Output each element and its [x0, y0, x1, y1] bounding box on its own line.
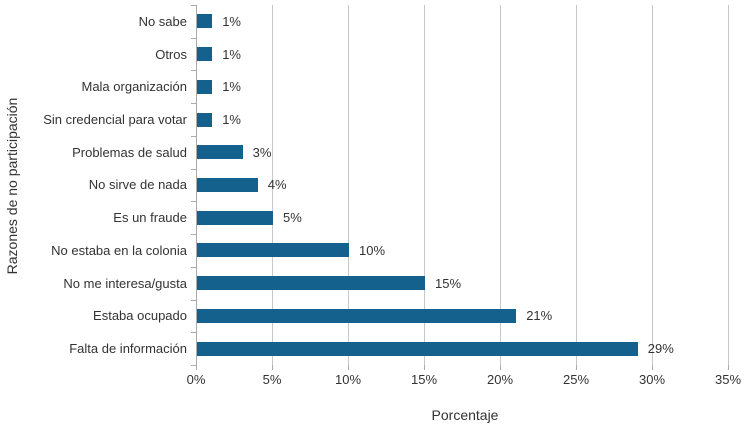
- y-axis-tick: [191, 5, 196, 6]
- bar-value-label: 4%: [267, 177, 287, 193]
- bar-value-label: 5%: [283, 210, 302, 226]
- y-axis-line: [196, 5, 197, 365]
- bar-value-label: 3%: [252, 144, 272, 160]
- y-axis-tick: [191, 37, 196, 39]
- gridline-x-5: [272, 5, 273, 365]
- category-label: Mala organización: [81, 79, 187, 95]
- bar-value-label: 15%: [435, 275, 462, 291]
- category-label: No sabe: [138, 13, 187, 29]
- category-label: Es un fraude: [113, 210, 187, 226]
- x-tick-label: 30%: [638, 372, 666, 387]
- bar: [197, 210, 273, 225]
- x-tick-label: 25%: [562, 372, 590, 387]
- x-axis-tick: [348, 365, 349, 370]
- y-axis-tick: [191, 70, 196, 72]
- x-axis-tick: [424, 365, 425, 370]
- y-axis-tick: [191, 299, 196, 301]
- bar: [197, 178, 258, 192]
- bar: [197, 145, 243, 160]
- bar: [197, 308, 517, 323]
- bar: [197, 243, 349, 258]
- category-label: Problemas de salud: [72, 144, 187, 160]
- x-axis-tick: [196, 365, 197, 370]
- bar: [197, 112, 213, 127]
- x-axis-tick: [652, 365, 653, 370]
- gridline-x-15: [424, 5, 425, 365]
- category-label: Falta de información: [69, 341, 187, 357]
- x-tick-label: 20%: [486, 372, 514, 387]
- y-axis-tick: [191, 201, 196, 203]
- y-axis-tick: [191, 234, 196, 236]
- bar: [197, 14, 213, 29]
- x-tick-label: 15%: [410, 372, 438, 387]
- bar-value-label: 1%: [222, 13, 241, 29]
- y-axis-tick: [191, 103, 196, 105]
- y-axis-tick: [191, 168, 196, 170]
- bar: [197, 47, 213, 62]
- category-label: No estaba en la colonia: [51, 242, 187, 258]
- x-axis-tick: [728, 365, 729, 370]
- bar: [197, 341, 638, 356]
- bar: [197, 276, 425, 291]
- x-tick-label: 5%: [262, 372, 282, 387]
- category-label: No me interesa/gusta: [63, 275, 187, 291]
- bar-value-label: 21%: [526, 308, 553, 324]
- bar-value-label: 10%: [359, 242, 386, 258]
- bar-value-label: 1%: [222, 46, 241, 62]
- category-label: Otros: [155, 46, 187, 62]
- bar: [197, 79, 213, 94]
- gridline-x-10: [348, 5, 349, 365]
- gridline-x-20: [500, 5, 501, 365]
- x-axis-title: Porcentaje: [431, 407, 499, 423]
- gridline-x-35: [728, 5, 729, 365]
- gridline-x-30: [652, 5, 653, 365]
- y-axis-tick: [191, 266, 196, 268]
- x-tick-label: 35%: [714, 372, 742, 387]
- gridline-x-25: [576, 5, 577, 365]
- x-axis-tick: [272, 365, 273, 370]
- category-label: Sin credencial para votar: [43, 112, 187, 128]
- x-tick-label: 10%: [334, 372, 362, 387]
- y-axis-tick: [191, 332, 196, 334]
- category-label: Estaba ocupado: [93, 308, 187, 324]
- category-label: No sirve de nada: [88, 177, 187, 193]
- bar-value-label: 1%: [222, 79, 241, 95]
- bar-value-label: 29%: [647, 341, 674, 357]
- x-axis-tick: [500, 365, 501, 370]
- x-tick-label: 0%: [186, 372, 206, 387]
- y-axis-tick: [191, 135, 196, 137]
- y-axis-tick: [191, 365, 196, 366]
- x-axis-tick: [576, 365, 577, 370]
- bar-value-label: 1%: [222, 112, 241, 128]
